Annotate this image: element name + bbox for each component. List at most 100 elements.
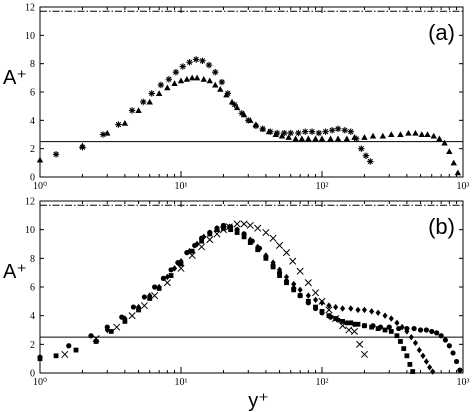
- point-circle: [438, 333, 444, 339]
- point-circle: [450, 350, 456, 356]
- point-square: [394, 333, 400, 339]
- y-tick-label: 12: [25, 3, 35, 14]
- series-circle: [37, 222, 463, 373]
- point-diamond: [333, 303, 339, 311]
- point-diamond: [399, 323, 405, 331]
- y-axis-label: A⁺: [3, 67, 27, 89]
- point-triangle: [171, 80, 178, 87]
- point-diamond: [375, 309, 381, 316]
- point-triangle: [298, 135, 306, 142]
- point-triangle: [430, 132, 437, 139]
- point-triangle: [454, 169, 462, 176]
- point-triangle: [240, 111, 248, 118]
- point-cross: [360, 350, 368, 358]
- point-cross: [304, 279, 312, 287]
- point-circle: [411, 325, 417, 332]
- point-diamond: [255, 243, 261, 251]
- point-square: [221, 225, 226, 231]
- point-cross: [163, 279, 171, 287]
- point-triangle: [259, 125, 266, 132]
- point-triangle: [327, 135, 334, 142]
- point-triangle: [104, 129, 111, 136]
- point-diamond: [408, 333, 414, 341]
- point-square: [263, 255, 269, 261]
- point-square: [284, 280, 289, 286]
- point-cross: [140, 302, 148, 310]
- point-cross: [311, 289, 320, 297]
- point-square: [241, 234, 247, 240]
- point-square: [270, 264, 276, 270]
- point-triangle: [272, 131, 279, 138]
- point-asterisk: [165, 76, 173, 83]
- point-square: [348, 320, 354, 326]
- point-square: [340, 319, 346, 324]
- point-circle: [386, 324, 392, 330]
- point-cross: [282, 249, 291, 257]
- y-tick-label: 4: [30, 311, 35, 322]
- point-triangle: [206, 77, 213, 84]
- point-square: [53, 353, 59, 359]
- point-triangle: [312, 135, 319, 142]
- point-asterisk: [362, 152, 370, 159]
- point-circle: [141, 294, 147, 300]
- point-cross: [276, 241, 284, 249]
- point-triangle: [155, 90, 163, 96]
- point-asterisk: [334, 125, 342, 133]
- point-asterisk: [367, 158, 374, 165]
- x-axis-label: y⁺: [248, 390, 269, 412]
- point-asterisk: [328, 127, 336, 134]
- point-asterisk: [287, 129, 294, 137]
- point-square: [156, 286, 162, 291]
- point-diamond: [270, 259, 276, 266]
- x-tick-label: 10³: [457, 377, 470, 388]
- panel-a: 0 2 4 6 8 10 12 10⁰ 10¹ 10² 10³ A⁺ (a): [3, 3, 470, 193]
- point-cross: [198, 243, 206, 251]
- point-cross: [289, 257, 297, 265]
- point-triangle: [351, 134, 358, 140]
- point-cross: [254, 224, 262, 232]
- point-triangle: [183, 76, 191, 82]
- point-asterisk: [140, 98, 147, 106]
- point-circle: [417, 327, 424, 333]
- point-cross: [113, 323, 121, 331]
- point-circle: [160, 275, 166, 281]
- point-square: [234, 230, 240, 235]
- x-tick-label: 10²: [316, 181, 329, 192]
- point-asterisk: [115, 121, 122, 128]
- point-triangle: [217, 85, 224, 92]
- point-asterisk: [301, 128, 309, 135]
- point-circle: [66, 343, 72, 349]
- point-cross: [262, 228, 270, 237]
- point-square: [382, 327, 388, 333]
- point-diamond: [348, 305, 354, 312]
- point-diamond: [412, 339, 419, 347]
- point-square: [255, 247, 261, 253]
- point-diamond: [201, 233, 207, 241]
- point-cross: [325, 306, 333, 314]
- point-triangle: [361, 134, 368, 140]
- point-triangle: [292, 135, 299, 142]
- point-square: [398, 339, 403, 344]
- point-square: [388, 329, 394, 334]
- point-diamond: [420, 352, 426, 359]
- y-tick-label: 0: [30, 173, 35, 184]
- point-asterisk: [192, 56, 200, 63]
- point-square: [147, 296, 153, 301]
- point-diamond: [416, 346, 422, 354]
- point-diamond: [430, 368, 436, 375]
- point-triangle: [278, 132, 286, 139]
- point-triangle: [369, 132, 377, 139]
- series-triangle: [36, 74, 462, 176]
- point-asterisk: [172, 68, 180, 76]
- point-cross: [345, 326, 353, 334]
- point-triangle: [388, 131, 395, 138]
- y-tick-label: 6: [30, 88, 35, 99]
- point-asterisk: [157, 81, 165, 89]
- point-diamond: [312, 296, 319, 304]
- point-triangle: [285, 134, 292, 140]
- point-triangle: [247, 117, 254, 123]
- plot-frame: [39, 6, 464, 178]
- point-square: [214, 227, 220, 233]
- point-triangle: [200, 76, 207, 82]
- x-tick-label: 10³: [457, 181, 470, 192]
